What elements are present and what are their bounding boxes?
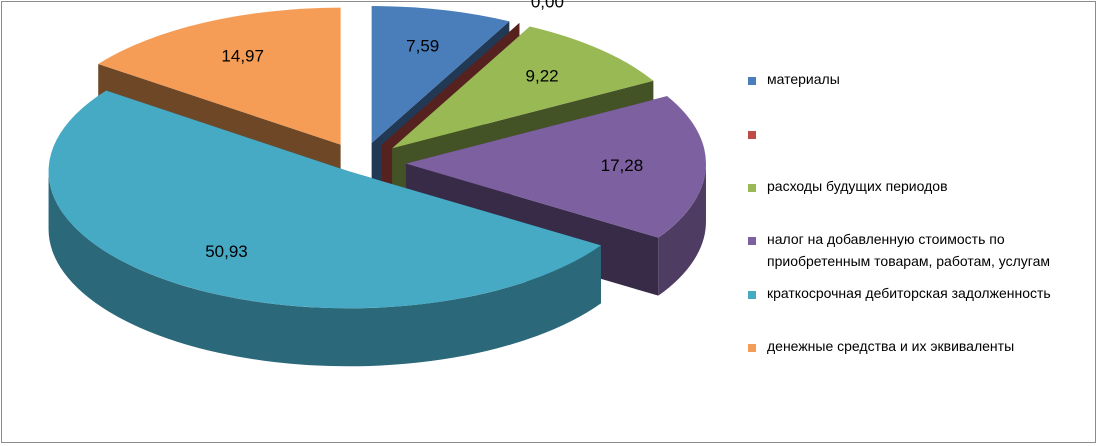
slice-top	[98, 7, 341, 145]
slice-side	[658, 163, 706, 296]
legend-label: расходы будущих периодов	[767, 178, 948, 194]
slice-top	[405, 96, 706, 238]
label-blank: 0,00	[531, 0, 564, 11]
legend-item-receivables: краткосрочная дебиторская задолженность	[748, 285, 1051, 304]
label-materials: 7,59	[406, 37, 439, 56]
slice-top	[392, 26, 654, 149]
legend-swatch	[748, 131, 756, 139]
slice-top	[381, 23, 520, 145]
legend-item-prepaid-expenses: расходы будущих периодов	[748, 178, 948, 197]
label-vat: 17,28	[601, 156, 644, 175]
label-cash: 14,97	[221, 46, 264, 65]
legend-swatch	[748, 344, 756, 352]
legend-item-blank	[748, 126, 767, 139]
label-receivables: 50,93	[205, 242, 248, 261]
legend-label: налог на добавленную стоимость по приобр…	[767, 231, 1051, 269]
legend-swatch	[748, 184, 756, 192]
legend-item-cash: денежные средства и их эквиваленты	[748, 338, 1014, 357]
label-prepaid-expenses: 9,22	[526, 67, 559, 86]
slice-top	[371, 6, 510, 144]
legend-item-materials: материалы	[748, 71, 840, 90]
legend-label: краткосрочная дебиторская задолженность	[767, 285, 1051, 301]
slice-top	[48, 90, 601, 309]
legend-swatch	[748, 237, 756, 245]
legend-swatch	[748, 77, 756, 85]
legend-label: материалы	[767, 71, 840, 87]
legend-item-vat: налог на добавленную стоимость по приобр…	[748, 231, 1050, 272]
legend-label: денежные средства и их эквиваленты	[767, 338, 1015, 354]
pie-slice-receivables	[48, 90, 601, 367]
slice-side	[48, 171, 601, 367]
legend-swatch	[748, 291, 756, 299]
